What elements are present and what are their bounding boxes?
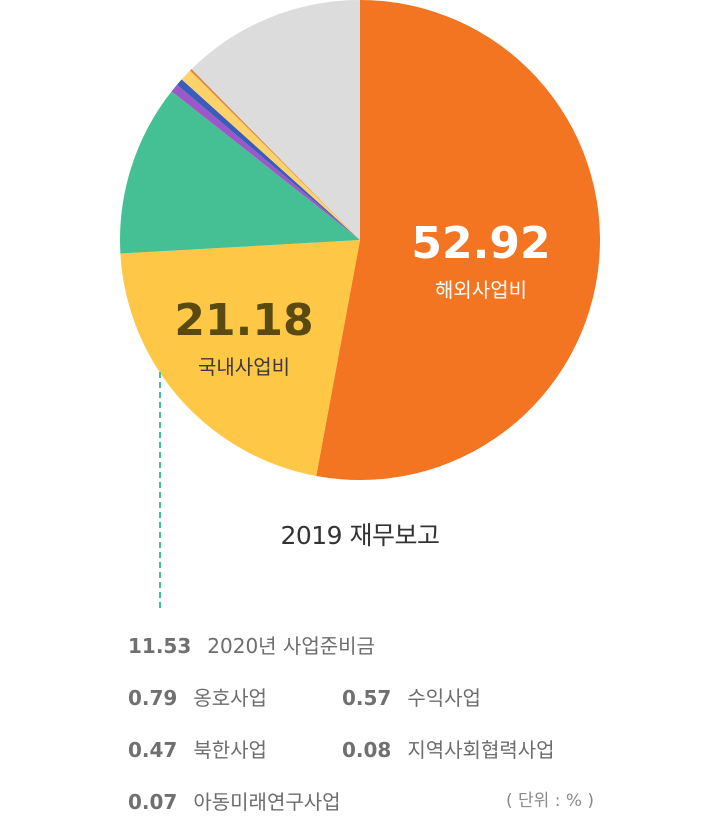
legend: 11.53 2020년 사업준비금 0.79 옹호사업 0.57 수익사업 0.47 북… — [128, 630, 628, 838]
unit-label: ( 단위 : % ) — [506, 791, 595, 811]
legend-value: 11.53 — [128, 634, 192, 658]
pie-slice-2 — [119, 91, 360, 254]
pie-slice-8 — [191, 0, 360, 240]
legend-item-north-korea: 0.47 북한사업 — [128, 734, 267, 763]
legend-label: 2020년 사업준비금 — [207, 634, 375, 658]
legend-item-reserve: 11.53 2020년 사업준비금 — [128, 630, 375, 659]
legend-item-advocacy: 0.79 옹호사업 — [128, 682, 267, 711]
legend-row: 0.07 아동미래연구사업 — [128, 786, 628, 838]
legend-row: 0.47 북한사업 0.08 지역사회협력사업 — [128, 734, 628, 786]
slice-value-domestic: 21.18 — [174, 295, 313, 346]
legend-value: 0.57 — [342, 686, 392, 710]
slice-name-domestic: 국내사업비 — [198, 355, 290, 379]
legend-label: 옹호사업 — [193, 686, 267, 710]
pie-slice-5 — [181, 70, 360, 240]
pie-slice-4 — [177, 79, 360, 241]
legend-label: 지역사회협력사업 — [407, 738, 555, 762]
legend-label: 수익사업 — [407, 686, 481, 710]
legend-value: 0.79 — [128, 686, 178, 710]
pie-slice-3 — [171, 84, 360, 241]
pie-slices — [119, 0, 600, 480]
chart-subtitle: 2019 재무보고 — [280, 521, 440, 550]
legend-row: 0.79 옹호사업 0.57 수익사업 — [128, 682, 628, 734]
legend-value: 0.07 — [128, 790, 178, 814]
legend-item-research: 0.07 아동미래연구사업 — [128, 786, 341, 815]
leader-line — [159, 372, 161, 608]
pie-slice-1 — [120, 240, 360, 476]
legend-value: 0.08 — [342, 738, 392, 762]
legend-row: 11.53 2020년 사업준비금 — [128, 630, 628, 682]
pie-chart: 52.92 해외사업비 21.18 국내사업비 — [119, 0, 600, 480]
slice-value-overseas: 52.92 — [411, 218, 550, 269]
slice-name-overseas: 해외사업비 — [435, 278, 527, 302]
legend-value: 0.47 — [128, 738, 178, 762]
legend-label: 북한사업 — [193, 738, 267, 762]
legend-item-revenue: 0.57 수익사업 — [342, 682, 481, 711]
legend-label: 아동미래연구사업 — [193, 790, 341, 814]
legend-item-community: 0.08 지역사회협력사업 — [342, 734, 555, 763]
pie-slice-7 — [190, 69, 360, 240]
pie-slice-6 — [189, 69, 360, 241]
pie-slice-0 — [316, 0, 600, 480]
